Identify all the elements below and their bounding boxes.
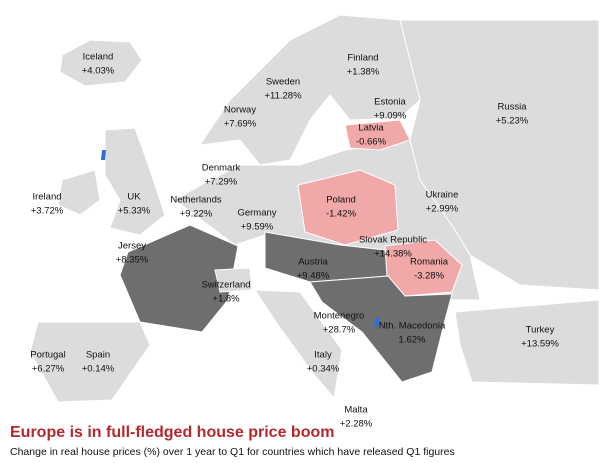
country-change: +0.14% [82,364,115,375]
labels: Iceland +4.03% Finland +1.38% Sweden +11.28% E… [30,52,559,430]
country-change: +5.23% [496,116,529,127]
iceland-shape [59,39,143,87]
title: Europe is in full-fledged house price bo… [10,424,334,441]
turkey-shape [454,299,599,386]
country-name: Nth. Macedonia [379,321,446,332]
uk-shape [104,127,166,236]
country-name: Estonia [374,97,406,108]
lake [101,150,106,160]
balkans-shape [309,275,453,383]
country-change: +13.59% [521,339,559,350]
france-shape [119,224,239,333]
iberia-shape [29,321,151,403]
country-change: 1.62% [399,335,426,346]
country-name: Finland [347,53,378,64]
country-name: Norway [224,105,256,116]
country-name: Iceland [83,52,114,63]
country-name: Spain [86,350,110,361]
poland-shape [297,169,399,246]
country-change: -1.42% [326,209,357,220]
ireland-shape [57,169,101,216]
country-change: -3.28% [414,271,445,282]
country-change: +3.72% [31,206,64,217]
country-name: Sweden [266,77,300,88]
country-change: +28.7% [323,325,356,336]
country-name: Germany [237,208,276,219]
latvia-shape [344,119,411,151]
scandinavia-shape [198,14,421,166]
country-change: +1.8% [212,294,240,305]
country-change: +1.38% [347,67,380,78]
country-name: Montenegro [314,311,365,322]
country-name: Romania [410,257,449,268]
country-name: Jersey [118,241,146,252]
country-name: Denmark [202,163,241,174]
subtitle: Change in real house prices (%) over 1 y… [10,446,455,458]
country-change: +8.35% [116,255,149,266]
country-name: Poland [326,195,356,206]
country-change: +14.38% [374,249,412,260]
country-change: +11.28% [264,91,302,102]
country-change: -0.66% [356,137,387,148]
country-name: Austria [298,257,328,268]
country-change: +4.03% [82,66,115,77]
switzerland-shape [214,267,253,293]
italy-shape [254,289,343,400]
country-name: Latvia [358,123,384,134]
country-name: UK [127,192,141,203]
country-name: Russia [497,102,527,113]
country-change: +0.34% [307,364,340,375]
country-name: Ireland [32,192,61,203]
country-change: +5.33% [118,206,151,217]
country-change: +9.59% [241,222,274,233]
country-name: Ukraine [426,190,459,201]
country-name: Malta [344,405,368,416]
country-change: +2.99% [426,204,459,215]
country-name: Portugal [30,350,65,361]
country-name: Netherlands [170,195,221,206]
country-change: +6.27% [32,364,65,375]
lake [374,318,380,326]
land [29,14,599,403]
country-change: +2.28% [340,419,373,430]
country-change: +7.69% [224,119,257,130]
country-name: Slovak Republic [359,235,427,246]
country-change: +9.48% [297,271,330,282]
country-change: +7.29% [205,177,238,188]
country-name: Turkey [526,325,555,336]
country-name: Switzerland [201,280,250,291]
country-name: Italy [314,350,332,361]
country-change: +9.22% [180,209,213,220]
country-change: +9.09% [374,111,407,122]
